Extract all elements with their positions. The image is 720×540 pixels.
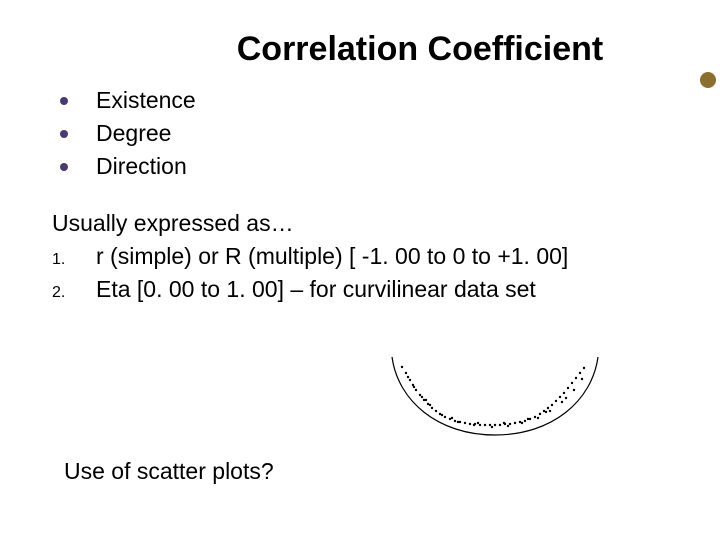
spacer xyxy=(40,186,680,210)
page-title: Correlation Coefficient xyxy=(160,30,680,69)
numbered-text: r (simple) or R (multiple) [ -1. 00 to 0… xyxy=(96,243,568,270)
number-label: 2. xyxy=(52,284,96,302)
list-item: Existence xyxy=(60,87,680,114)
bullet-label: Direction xyxy=(96,153,187,180)
numbered-list: 1. r (simple) or R (multiple) [ -1. 00 t… xyxy=(52,243,680,303)
bullet-icon xyxy=(60,97,68,105)
bullet-icon xyxy=(60,130,68,138)
list-item: Direction xyxy=(60,153,680,180)
number-label: 1. xyxy=(52,251,96,269)
scatter-plot xyxy=(380,345,610,445)
bullet-list: Existence Degree Direction xyxy=(60,87,680,180)
list-item: 1. r (simple) or R (multiple) [ -1. 00 t… xyxy=(52,243,680,270)
list-item: Degree xyxy=(60,120,680,147)
bullet-label: Degree xyxy=(96,120,171,147)
slide: Correlation Coefficient Existence Degree… xyxy=(0,0,720,540)
bullet-icon xyxy=(60,163,68,171)
list-item: 2. Eta [0. 00 to 1. 00] – for curvilinea… xyxy=(52,276,680,303)
bullet-label: Existence xyxy=(96,87,196,114)
numbered-text: Eta [0. 00 to 1. 00] – for curvilinear d… xyxy=(96,276,536,303)
intro-text: Usually expressed as… xyxy=(52,210,680,237)
scatter-svg xyxy=(380,345,610,445)
closing-text: Use of scatter plots? xyxy=(64,458,274,485)
accent-dot-icon xyxy=(700,72,716,88)
